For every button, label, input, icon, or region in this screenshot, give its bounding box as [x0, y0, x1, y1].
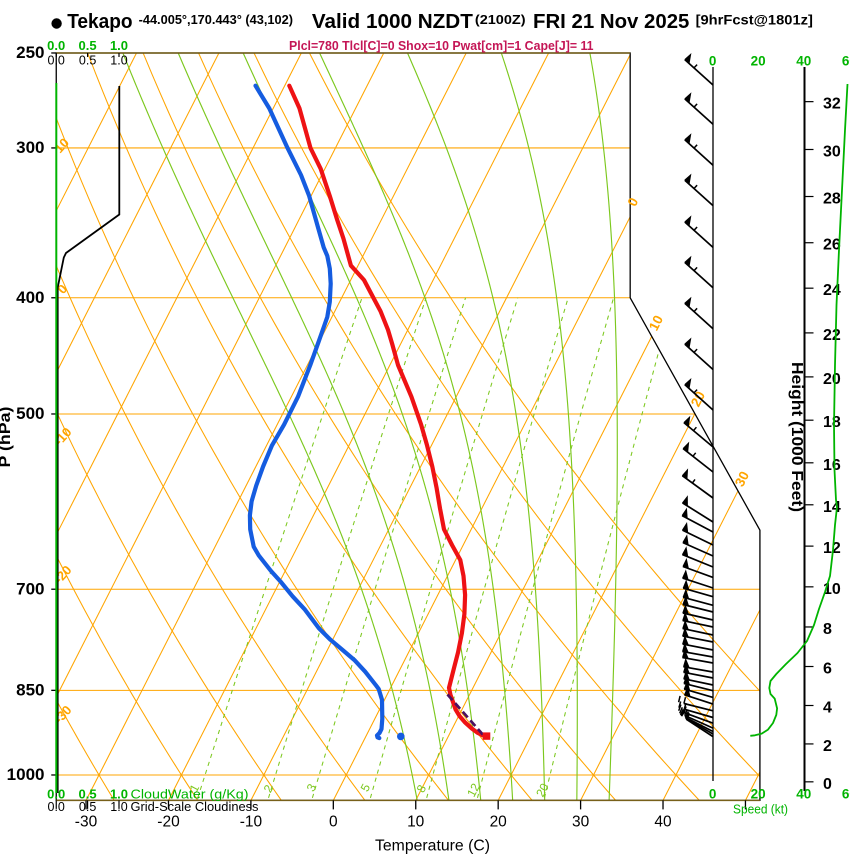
svg-text:P (hPa): P (hPa): [0, 407, 14, 468]
svg-text:4: 4: [823, 700, 832, 717]
svg-text:FRI 21 Nov 2025: FRI 21 Nov 2025: [533, 10, 689, 33]
svg-text:20: 20: [490, 814, 508, 831]
svg-text:14: 14: [823, 499, 841, 516]
svg-text:0.5: 0.5: [79, 800, 96, 814]
svg-text:0.5: 0.5: [79, 787, 97, 802]
svg-text:Speed (kt): Speed (kt): [733, 802, 788, 817]
svg-text:20: 20: [533, 781, 552, 800]
svg-text:[9hrFcst@1801z]: [9hrFcst@1801z]: [696, 13, 813, 28]
svg-text:0: 0: [823, 776, 832, 793]
svg-text:Height (1000 Feet): Height (1000 Feet): [788, 362, 805, 512]
svg-text:-10: -10: [240, 814, 263, 831]
svg-text:60: 60: [842, 54, 850, 69]
svg-text:1.0: 1.0: [110, 800, 127, 814]
svg-text:Tekapo: Tekapo: [67, 10, 132, 33]
svg-text:700: 700: [16, 579, 44, 598]
svg-text:1000: 1000: [7, 765, 45, 784]
svg-text:-20: -20: [157, 814, 180, 831]
svg-text:850: 850: [16, 681, 44, 700]
svg-text:1.0: 1.0: [110, 787, 128, 802]
svg-text:0.0: 0.0: [48, 54, 65, 68]
svg-text:1.0: 1.0: [110, 38, 128, 53]
svg-text:20: 20: [823, 371, 841, 388]
svg-text:-30: -30: [75, 814, 98, 831]
svg-text:0: 0: [709, 787, 717, 802]
svg-text:12: 12: [464, 781, 483, 800]
svg-text:1.0: 1.0: [110, 54, 127, 68]
svg-text:Grid-Scale Cloudiness: Grid-Scale Cloudiness: [131, 799, 259, 814]
svg-text:0.5: 0.5: [79, 54, 96, 68]
svg-text:(2100Z): (2100Z): [475, 12, 526, 27]
svg-text:6: 6: [823, 661, 832, 678]
svg-text:16: 16: [823, 457, 841, 474]
svg-text:28: 28: [823, 191, 841, 208]
svg-text:40: 40: [654, 814, 672, 831]
svg-text:20: 20: [688, 389, 708, 409]
svg-text:0.0: 0.0: [47, 38, 65, 53]
svg-text:30: 30: [823, 144, 841, 161]
svg-text:400: 400: [16, 288, 44, 307]
svg-text:500: 500: [16, 404, 44, 423]
svg-text:Valid 1000 NZDT: Valid 1000 NZDT: [312, 10, 473, 33]
svg-text:2: 2: [823, 738, 832, 755]
svg-text:30: 30: [732, 469, 752, 489]
svg-text:Plcl=780 Tlcl[C]=0 Shox=10 Pwa: Plcl=780 Tlcl[C]=0 Shox=10 Pwat[cm]=1 Ca…: [289, 39, 594, 53]
svg-text:10: 10: [646, 313, 666, 333]
svg-text:250: 250: [16, 43, 44, 62]
svg-text:10: 10: [407, 814, 425, 831]
svg-text:300: 300: [16, 138, 44, 157]
svg-text:12: 12: [823, 540, 841, 557]
svg-text:32: 32: [823, 96, 841, 113]
svg-text:0: 0: [709, 54, 717, 69]
svg-text:0.0: 0.0: [48, 800, 65, 814]
svg-text:CloudWater (g/Kg): CloudWater (g/Kg): [131, 787, 249, 802]
svg-text:18: 18: [823, 414, 841, 431]
svg-text:0.0: 0.0: [47, 787, 65, 802]
svg-text:26: 26: [823, 237, 841, 254]
svg-text:20: 20: [751, 787, 766, 802]
svg-text:30: 30: [572, 814, 590, 831]
svg-text:-44.005°,170.443° (43,102): -44.005°,170.443° (43,102): [139, 12, 293, 27]
svg-text:40: 40: [796, 787, 811, 802]
svg-text:0: 0: [329, 814, 338, 831]
svg-text:60: 60: [842, 787, 850, 802]
svg-text:20: 20: [751, 54, 766, 69]
svg-text:8: 8: [823, 621, 832, 638]
svg-text:Temperature (C): Temperature (C): [375, 838, 490, 855]
svg-text:40: 40: [796, 54, 811, 69]
svg-text:0.5: 0.5: [79, 38, 97, 53]
svg-text:22: 22: [823, 327, 841, 344]
